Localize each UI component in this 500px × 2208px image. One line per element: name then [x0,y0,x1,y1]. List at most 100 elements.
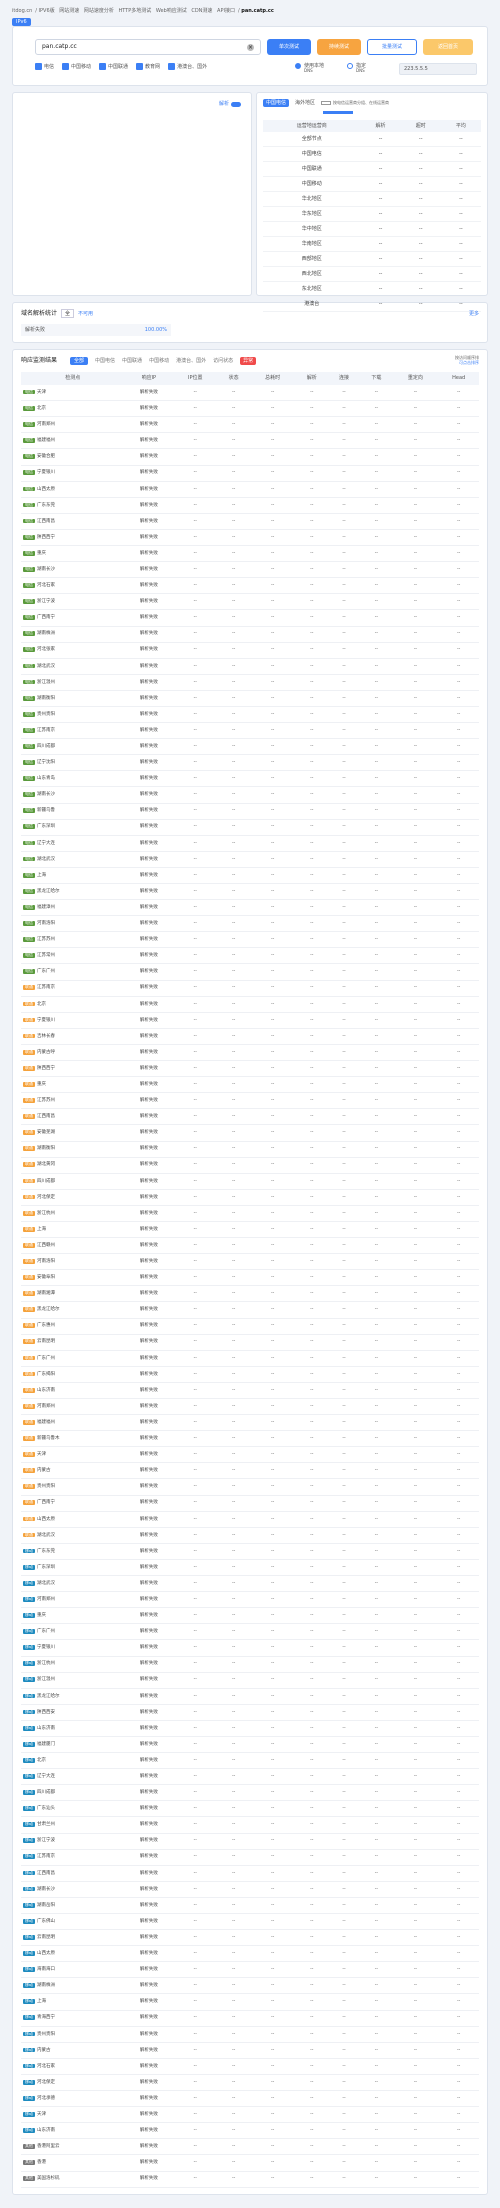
tab-overseas[interactable]: 港澳台、国外 [176,358,206,364]
tab-status[interactable]: 访问状态 [213,358,233,364]
node-cell: 电信 江苏苏州 [21,932,125,948]
isp-cell: -- [360,177,400,192]
crumb-http[interactable]: HTTP多地测试 [118,8,151,14]
crumb-ipv6[interactable]: IPV6版 [39,8,55,14]
home-button[interactable]: 返回首页 [423,39,473,55]
crumb-web[interactable]: Web响应测试 [156,8,187,14]
metric-cell: -- [393,674,439,690]
metric-cell: -- [328,1044,360,1060]
metric-cell: -- [360,1543,392,1559]
result-header[interactable]: IP位置 [173,372,217,385]
metric-cell: -- [250,803,296,819]
checkbox-unicom[interactable]: 中国联通 [99,63,128,70]
stat-more-link[interactable]: 更多 [469,311,479,317]
crumb-home[interactable]: itdog.cn [12,8,32,14]
metric-cell: -- [328,884,360,900]
url-input[interactable]: pan.catp.cc × [35,39,261,55]
clear-icon[interactable]: × [247,44,254,51]
breadcrumb: itdog.cn / IPV6版 网站测速 网站速度分析 HTTP多地测试 Web… [12,0,488,18]
tab-unicom[interactable]: 中国联通 [122,358,142,364]
result-header[interactable]: 总耗时 [250,372,296,385]
metric-cell: -- [250,449,296,465]
node-cell: 联通 福建福州 [21,1415,125,1431]
metric-cell: -- [173,1318,217,1334]
metric-cell: -- [296,1125,328,1141]
metric-cell: -- [393,2139,439,2155]
tab-mobile[interactable]: 中国移动 [149,358,169,364]
check-icon [99,63,106,70]
metric-cell: -- [173,1527,217,1543]
checkbox-overseas[interactable]: 港澳台、国外 [168,63,207,70]
result-row: 电信 浙江宁波 解析失败 -- -- -- -- -- -- -- -- [21,594,479,610]
result-header[interactable]: 重定向 [393,372,439,385]
dns-input[interactable]: 223.5.5.5 [399,63,477,75]
single-test-button[interactable]: 单次测试 [267,39,311,55]
metric-cell: -- [173,1769,217,1785]
isp-badge: 联通 [23,1339,35,1344]
toggle-switch-icon [231,102,241,107]
result-header[interactable]: 状态 [217,372,249,385]
tab-all[interactable]: 全部 [70,357,88,365]
metric-cell: -- [173,900,217,916]
metric-cell: -- [393,1173,439,1189]
metric-cell: -- [393,723,439,739]
crumb-speed[interactable]: 网站测速 [59,8,79,14]
response-ip: 解析失败 [125,433,173,449]
crumb-api[interactable]: API接口 [217,8,235,14]
batch-test-button[interactable]: 批量测试 [367,39,417,55]
metric-cell: -- [328,1399,360,1415]
metric-cell: -- [438,385,479,401]
tab-telecom[interactable]: 中国电信 [95,358,115,364]
result-row: 电信 安徽合肥 解析失败 -- -- -- -- -- -- -- -- [21,449,479,465]
metric-cell: -- [250,578,296,594]
map-toggle[interactable]: 解析 [219,101,241,107]
result-header[interactable]: 连接 [328,372,360,385]
crumb-cdn[interactable]: CDN测速 [191,8,212,14]
continuous-test-button[interactable]: 持续测试 [317,39,361,55]
crumb-analyze[interactable]: 网站速度分析 [84,8,114,14]
response-ip: 解析失败 [125,916,173,932]
metric-cell: -- [173,1173,217,1189]
metric-cell: -- [250,1624,296,1640]
node-name: 湖南株洲 [37,1983,55,1988]
checkbox-telecom[interactable]: 电信 [35,63,54,70]
radio-custom-dns[interactable]: 指定 DNS [347,63,389,74]
metric-cell: -- [217,594,249,610]
metric-cell: -- [393,1318,439,1334]
metric-cell: -- [217,964,249,980]
checkbox-edu[interactable]: 教育网 [136,63,160,70]
metric-cell: -- [296,610,328,626]
node-name: 湖南湘潭 [37,1291,55,1296]
result-header[interactable]: Head [438,372,479,385]
tab-error[interactable]: 异常 [240,357,256,365]
isp-badge: 电信 [23,470,35,475]
radio-local-dns[interactable]: 使用本地 DNS [295,63,337,74]
node-cell: 电信 湖南衡阳 [21,690,125,706]
metric-cell: -- [296,1157,328,1173]
result-table: 检测点 响应IP IP位置 状态 总耗时 解析 连接 下载 重定向 Head 电信 天津 解析失败 --… [21,372,479,2188]
metric-cell: -- [360,1592,392,1608]
metric-cell: -- [393,513,439,529]
metric-cell: -- [328,1302,360,1318]
result-header[interactable]: 解析 [296,372,328,385]
metric-cell: -- [438,626,479,642]
node-name: 上海 [37,1227,46,1232]
isp-badge: 移动 [23,1774,35,1779]
metric-cell: -- [250,2123,296,2139]
isp-badge: 联通 [23,1050,35,1055]
result-header[interactable]: 下载 [360,372,392,385]
metric-cell: -- [438,578,479,594]
isp-badge: 联通 [23,1082,35,1087]
tab-overseas[interactable]: 海外地区 [292,99,318,107]
metric-cell: -- [438,948,479,964]
checkbox-mobile[interactable]: 中国移动 [62,63,91,70]
metric-cell: -- [217,755,249,771]
tab-china-isp[interactable]: 中国电信 [263,99,289,107]
node-name: 河南洛阳 [37,1259,55,1264]
stat-select[interactable]: 全 [61,309,74,318]
node-cell: 电信 浙江温州 [21,674,125,690]
metric-cell: -- [328,1736,360,1752]
node-name: 四川成都 [37,744,55,749]
metric-cell: -- [360,835,392,851]
isp-badge: 电信 [23,905,35,910]
